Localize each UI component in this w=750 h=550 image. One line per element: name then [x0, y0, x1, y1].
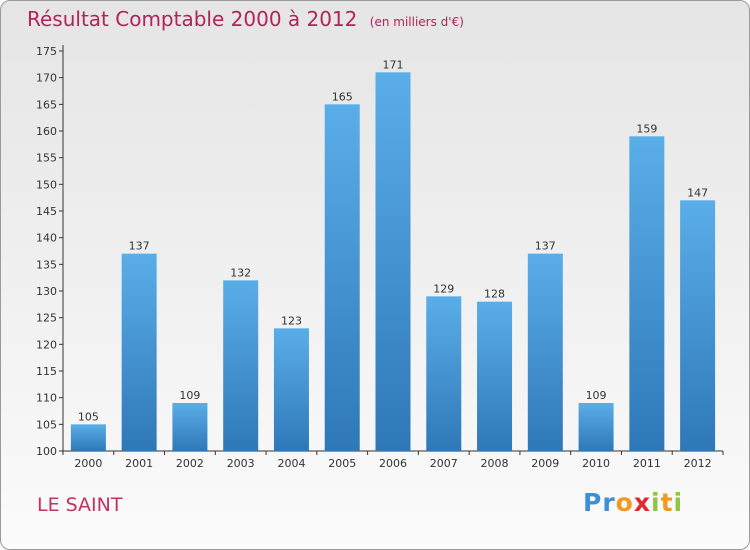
value-label-2001: 137 [129, 240, 150, 253]
proxiti-logo: Proxiti [583, 488, 683, 517]
logo-letter: i [673, 488, 684, 517]
value-label-2004: 123 [281, 314, 302, 327]
y-tick-label: 115 [36, 365, 57, 378]
x-tick-label-2011: 2011 [633, 457, 661, 470]
bar-2011 [629, 136, 665, 452]
chart-title-text: Résultat Comptable 2000 à 2012 [27, 7, 358, 31]
x-tick-label-2008: 2008 [481, 457, 509, 470]
y-tick-label: 140 [36, 232, 57, 245]
y-tick-label: 150 [36, 178, 57, 191]
x-tick-label-2009: 2009 [531, 457, 559, 470]
bars: 105 137 109 132 123 165 171 129 128 137 109 159 147 [70, 58, 716, 452]
value-label-2002: 109 [179, 389, 200, 402]
value-label-2005: 165 [332, 90, 353, 103]
y-tick-label: 130 [36, 285, 57, 298]
y-tick-label: 175 [36, 45, 57, 58]
value-label-2006: 171 [383, 58, 404, 71]
y-tick-label: 105 [36, 418, 57, 431]
x-tick-label-2004: 2004 [277, 457, 305, 470]
logo-letter: x [633, 488, 651, 517]
y-tick-label: 155 [36, 152, 57, 165]
bar-2012 [680, 200, 716, 451]
y-tick-label: 165 [36, 98, 57, 111]
logo-letter: r [602, 488, 616, 517]
value-label-2008: 128 [484, 288, 505, 301]
x-tick-label-2006: 2006 [379, 457, 407, 470]
value-label-2011: 159 [636, 122, 657, 135]
y-tick-label: 100 [36, 445, 57, 458]
logo-letter: i [651, 488, 661, 517]
bar-2001 [121, 253, 157, 451]
y-tick-label: 160 [36, 125, 57, 138]
y-tick-label: 145 [36, 205, 57, 218]
bar-2000 [70, 424, 106, 451]
bar-2010 [578, 403, 614, 451]
value-label-2000: 105 [78, 410, 99, 423]
bar-2007 [426, 296, 462, 451]
logo-letter: P [583, 488, 603, 517]
chart-title: Résultat Comptable 2000 à 2012 (en milli… [27, 7, 464, 31]
y-tick-label: 125 [36, 312, 57, 325]
value-label-2003: 132 [230, 266, 251, 279]
y-tick-label: 110 [36, 392, 57, 405]
value-label-2007: 129 [433, 282, 454, 295]
value-label-2010: 109 [586, 389, 607, 402]
x-tick-label-2003: 2003 [227, 457, 255, 470]
x-tick-label-2001: 2001 [125, 457, 153, 470]
bar-2005 [324, 104, 360, 451]
bar-2008 [477, 301, 513, 451]
value-label-2009: 137 [535, 240, 556, 253]
bar-2002 [172, 403, 208, 451]
x-tick-label-2000: 2000 [74, 457, 102, 470]
x-tick-label-2005: 2005 [328, 457, 356, 470]
axes: 100 105 110 115 120 125 130 135 140 145 150 155 160 1… [36, 45, 724, 470]
bar-2003 [223, 280, 259, 451]
value-label-2012: 147 [687, 186, 708, 199]
y-tick-label: 120 [36, 338, 57, 351]
x-tick-label-2002: 2002 [176, 457, 204, 470]
x-tick-label-2012: 2012 [684, 457, 712, 470]
x-tick-label-2007: 2007 [430, 457, 458, 470]
logo-letter: o [615, 488, 634, 517]
logo-letter: t [660, 488, 674, 517]
y-tick-label: 135 [36, 258, 57, 271]
bar-2006 [375, 72, 411, 451]
bar-2004 [273, 328, 309, 451]
chart-subtitle: (en milliers d'€) [369, 15, 464, 29]
bar-2009 [527, 253, 563, 451]
x-tick-label-2010: 2010 [582, 457, 610, 470]
y-tick-label: 170 [36, 72, 57, 85]
location-label: LE SAINT [37, 494, 123, 516]
